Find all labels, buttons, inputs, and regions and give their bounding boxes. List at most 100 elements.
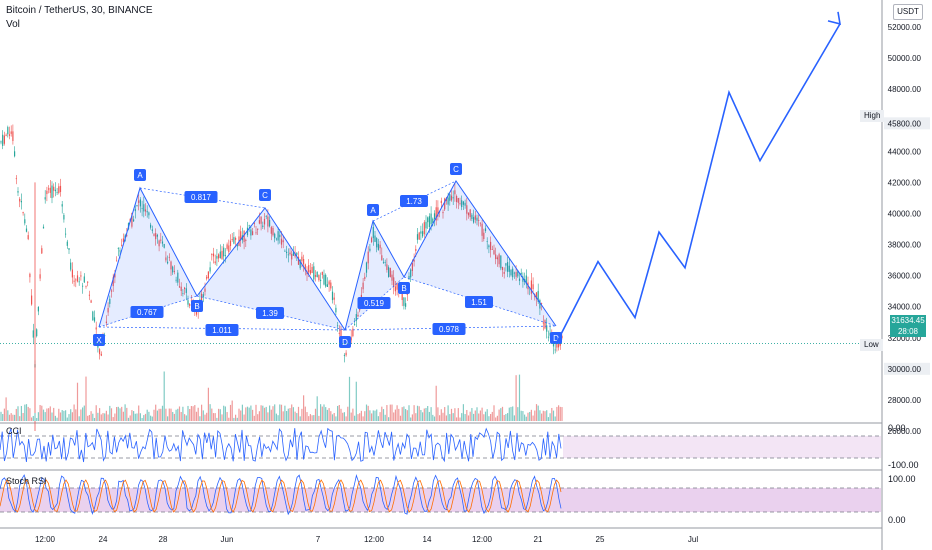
pattern-point-label[interactable]: B [401, 284, 406, 293]
ratio-badge[interactable] [256, 307, 284, 319]
pattern-point-label[interactable]: B [194, 302, 199, 311]
ratio-badge[interactable] [357, 297, 391, 309]
candle-body [384, 261, 386, 263]
ratio-label[interactable]: 1.39 [262, 309, 278, 318]
pattern-point-badge[interactable] [367, 204, 379, 216]
symbol-title[interactable]: Bitcoin / TetherUS, 30, BINANCE [6, 5, 153, 16]
volume-bar [10, 413, 12, 421]
ratio-label[interactable]: 0.978 [439, 325, 460, 334]
candle-body [3, 135, 5, 144]
volume-bar [449, 414, 451, 421]
candle-body [343, 355, 345, 356]
high-price-tag [884, 117, 930, 130]
ratio-badge[interactable] [184, 191, 218, 203]
candle-body [32, 330, 34, 338]
cci-label[interactable]: CCI [6, 426, 22, 436]
pattern-point-badge[interactable] [259, 189, 271, 201]
volume-bar [496, 415, 498, 421]
candle-body [289, 252, 291, 255]
candle-body [122, 238, 124, 242]
ratio-label[interactable]: 0.817 [191, 193, 212, 202]
candle-body [474, 215, 476, 220]
volume-bar [100, 414, 102, 421]
pattern-point-label[interactable]: X [96, 336, 102, 345]
candle-body [352, 328, 354, 337]
projection-layer[interactable] [555, 11, 841, 345]
volume-bar [209, 404, 211, 421]
volume-bar [19, 416, 21, 421]
volume-bar [394, 409, 396, 421]
pattern-point-label[interactable]: D [342, 338, 348, 347]
ratio-badge[interactable] [205, 324, 239, 336]
volume-bar [85, 376, 87, 421]
volume-bar [41, 405, 43, 421]
candle-body [270, 227, 272, 234]
volume-bar [110, 408, 113, 421]
candle-body [515, 272, 517, 277]
low-price-value: 30000.00 [888, 365, 922, 374]
pattern-point-label[interactable]: A [370, 206, 376, 215]
candle-body [303, 259, 305, 265]
candle-body [405, 303, 407, 307]
pattern-point-label[interactable]: A [137, 171, 143, 180]
pattern-point-badge[interactable] [93, 334, 105, 346]
volume-bar [156, 410, 158, 421]
volume-bar [403, 406, 405, 421]
volume-label[interactable]: Vol [6, 19, 20, 30]
time-axis-label: 21 [534, 535, 543, 544]
volume-bar [401, 407, 403, 421]
candle-body [10, 131, 12, 134]
volume-bar [22, 412, 24, 421]
ratio-badge[interactable] [432, 323, 466, 335]
candle-body [552, 343, 555, 347]
pattern-point-label[interactable]: C [453, 165, 459, 174]
pattern-point-badge[interactable] [191, 300, 203, 312]
volume-bar [275, 413, 277, 421]
ratio-badge[interactable] [130, 306, 164, 318]
ratio-label[interactable]: 1.011 [212, 326, 232, 335]
candle-body [95, 327, 97, 330]
volume-bar [180, 411, 182, 421]
volume-bar [44, 412, 46, 421]
candle-body [461, 200, 463, 208]
volume-bar [99, 408, 101, 421]
candle-body [309, 270, 311, 274]
ratio-label[interactable]: 0.519 [364, 299, 385, 308]
ratio-badge[interactable] [465, 296, 493, 308]
ratio-label[interactable]: 1.73 [406, 197, 422, 206]
candle-body [539, 300, 541, 309]
projection-path[interactable] [555, 23, 841, 345]
pattern-point-label[interactable]: C [262, 191, 268, 200]
candle-body [466, 205, 468, 214]
candle-body [512, 268, 514, 278]
volume-bar [66, 417, 68, 421]
pattern-point-badge[interactable] [398, 282, 410, 294]
candle-body [291, 254, 293, 260]
volume-bar [212, 413, 215, 421]
pattern-fill [404, 181, 556, 326]
volume-bar [376, 409, 378, 421]
harmonic-pattern-layer[interactable]: X A B C D A B C D 0.817 0.767 1.39 1.011 0.519 1.73 1.5… [93, 163, 562, 348]
ratio-label[interactable]: 0.767 [137, 308, 158, 317]
volume-bar [104, 413, 106, 421]
pattern-point-badge[interactable] [339, 336, 351, 348]
candle-body [228, 245, 230, 253]
candle-body [394, 286, 396, 292]
stoch-rsi-label[interactable]: Stoch RSI [6, 476, 47, 486]
pattern-point-badge[interactable] [450, 163, 462, 175]
volume-bar [534, 410, 536, 421]
pattern-point-label[interactable]: D [553, 334, 559, 343]
volume-bar [337, 405, 339, 421]
volume-bar [277, 415, 279, 421]
pattern-point-badge[interactable] [134, 169, 146, 181]
candle-body [547, 336, 549, 338]
ratio-label[interactable]: 1.51 [471, 298, 487, 307]
ratio-badge[interactable] [400, 195, 428, 207]
pattern-point-badge[interactable] [550, 332, 562, 344]
currency-button[interactable]: USDT [893, 4, 923, 20]
volume-bar [520, 410, 522, 421]
volume-bar [335, 416, 337, 421]
volume-bar [389, 404, 391, 421]
